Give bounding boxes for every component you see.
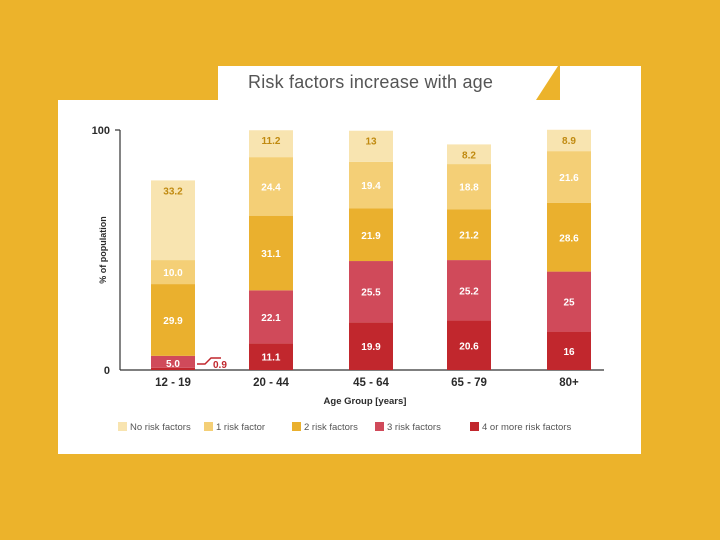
data-label: 33.2 — [163, 186, 183, 197]
bar-segment — [447, 260, 491, 321]
x-tick-label: 20 - 44 — [253, 377, 289, 389]
legend-swatch — [118, 422, 127, 431]
bar-segment — [349, 161, 393, 209]
legend-label: 3 risk factors — [387, 422, 441, 433]
bar-segment — [249, 343, 293, 370]
data-label: 18.8 — [459, 183, 479, 194]
x-tick-label: 12 - 19 — [155, 377, 191, 389]
bar-segment — [151, 355, 195, 368]
bar-segment — [447, 164, 491, 210]
legend-swatch — [375, 422, 384, 431]
data-label: 22.1 — [261, 313, 281, 324]
bar-segment — [249, 290, 293, 344]
x-tick-label: 80+ — [559, 377, 579, 389]
bar-segment — [547, 271, 591, 332]
y-axis-label: % of population — [98, 216, 108, 284]
data-label: 8.9 — [562, 136, 576, 147]
data-label: 11.1 — [262, 353, 281, 364]
data-label: 19.4 — [361, 181, 381, 192]
bar-segment — [151, 367, 195, 370]
data-label: 21.9 — [361, 231, 381, 242]
data-label-leader — [197, 357, 221, 365]
bar-segment — [349, 130, 393, 162]
data-label: 29.9 — [163, 316, 183, 327]
legend-swatch — [292, 422, 301, 431]
legend-label: 2 risk factors — [304, 422, 358, 433]
bar-segment — [349, 261, 393, 323]
bar-segment — [447, 144, 491, 165]
bar-segment — [547, 129, 591, 152]
bar-segment — [151, 284, 195, 356]
data-label: 19.9 — [361, 342, 381, 353]
data-label: 25.2 — [459, 286, 479, 297]
bar-segment — [249, 130, 293, 158]
bar-segment — [249, 215, 293, 291]
title-tab — [218, 66, 641, 102]
data-label: 8.2 — [462, 150, 476, 161]
data-label: 21.6 — [559, 173, 579, 184]
bar-segment — [349, 322, 393, 370]
data-label: 16 — [563, 347, 575, 358]
bar-segment — [151, 180, 195, 261]
bar-segment — [249, 157, 293, 216]
data-label: 25 — [563, 298, 575, 309]
bar-segment — [447, 209, 491, 261]
legend-swatch — [470, 422, 479, 431]
y-tick-label: 100 — [92, 125, 110, 137]
bar-segment — [151, 260, 195, 285]
legend-swatch — [204, 422, 213, 431]
bar-segment — [349, 208, 393, 262]
y-tick-label: 0 — [104, 365, 110, 377]
legend-label: No risk factors — [130, 422, 191, 433]
data-label: 20.6 — [459, 341, 479, 352]
data-label: 31.1 — [261, 249, 281, 260]
bar-segment — [547, 202, 591, 272]
bar-segment — [447, 320, 491, 370]
legend-label: 1 risk factor — [216, 422, 265, 433]
data-label: 24.4 — [261, 182, 281, 193]
legend-label: 4 or more risk factors — [482, 422, 571, 433]
data-label: 5.0 — [166, 359, 180, 370]
x-axis-label: Age Group [years] — [324, 396, 407, 407]
data-label: 10.0 — [163, 268, 183, 279]
data-label: 28.6 — [559, 233, 579, 244]
data-label: 13 — [365, 137, 377, 148]
x-tick-label: 65 - 79 — [451, 377, 487, 389]
bar-segment — [547, 331, 591, 370]
data-label: 11.2 — [262, 136, 281, 147]
title-slant — [536, 66, 560, 100]
data-label: 0.9 — [213, 360, 227, 371]
data-label: 21.2 — [459, 231, 479, 242]
data-label: 25.5 — [361, 288, 381, 299]
x-tick-label: 45 - 64 — [353, 377, 389, 389]
chart-title: Risk factors increase with age — [248, 72, 494, 92]
bar-segment — [547, 151, 591, 203]
